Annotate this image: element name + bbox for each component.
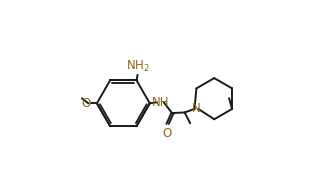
Text: O: O (81, 97, 90, 110)
Text: O: O (163, 127, 172, 140)
Text: N: N (192, 102, 201, 115)
Text: NH: NH (152, 96, 169, 109)
Text: NH$_2$: NH$_2$ (126, 59, 150, 74)
